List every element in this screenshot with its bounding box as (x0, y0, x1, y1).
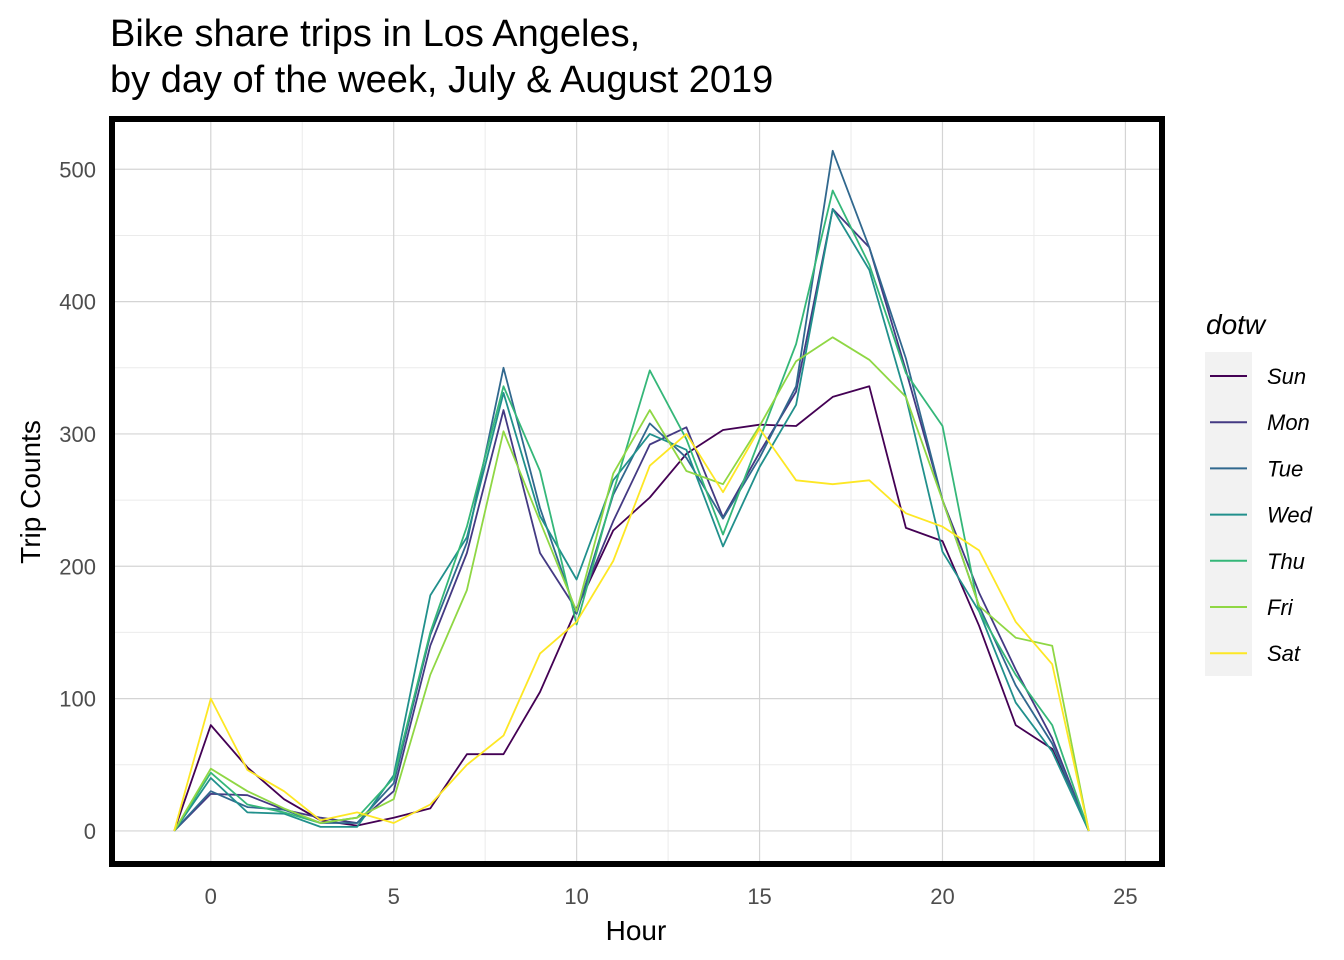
legend-label-wed: Wed (1267, 503, 1313, 528)
chart-title: Bike share trips in Los Angeles, by day … (110, 13, 773, 101)
series-line-fri (173, 336, 1090, 832)
legend-items: Sun Mon Tue Wed Thu Fri Sat (1210, 364, 1313, 666)
y-tick-label: 400 (59, 290, 96, 315)
legend-label-fri: Fri (1267, 595, 1294, 620)
plot-series-lines (173, 149, 1090, 832)
x-tick-label: 5 (388, 884, 400, 909)
x-tick-label: 10 (564, 884, 588, 909)
x-tick-label: 25 (1113, 884, 1137, 909)
legend-label-sun: Sun (1267, 364, 1306, 389)
x-axis-title: Hour (606, 915, 667, 946)
legend-label-thu: Thu (1267, 549, 1305, 574)
y-tick-label: 300 (59, 422, 96, 447)
x-axis-tick-labels: 0 5 10 15 20 25 (205, 884, 1138, 909)
x-tick-label: 20 (930, 884, 954, 909)
x-tick-label: 0 (205, 884, 217, 909)
chart-title-line-1: Bike share trips in Los Angeles, (110, 13, 640, 55)
series-line-tue (173, 149, 1090, 832)
series-line-sun (173, 385, 1090, 832)
chart-title-line-2: by day of the week, July & August 2019 (110, 59, 773, 101)
legend-label-mon: Mon (1267, 410, 1310, 435)
y-tick-label: 100 (59, 687, 96, 712)
y-axis-title: Trip Counts (15, 420, 46, 564)
legend-title: dotw (1206, 309, 1267, 340)
legend-label-sat: Sat (1267, 641, 1301, 666)
y-axis-tick-labels: 0 100 200 300 400 500 (59, 157, 96, 844)
legend-label-tue: Tue (1267, 456, 1303, 481)
series-line-wed (173, 208, 1090, 832)
series-line-thu (173, 189, 1090, 832)
x-tick-label: 15 (747, 884, 771, 909)
legend: dotw Sun Mon Tue Wed Thu Fri Sat (1205, 309, 1313, 676)
series-line-mon (173, 208, 1090, 832)
y-tick-label: 200 (59, 554, 96, 579)
series-line-sat (173, 427, 1090, 832)
y-tick-label: 500 (59, 157, 96, 182)
plot-panel-border (109, 116, 1165, 867)
plot-gridlines (112, 119, 1162, 864)
y-tick-label: 0 (84, 819, 96, 844)
